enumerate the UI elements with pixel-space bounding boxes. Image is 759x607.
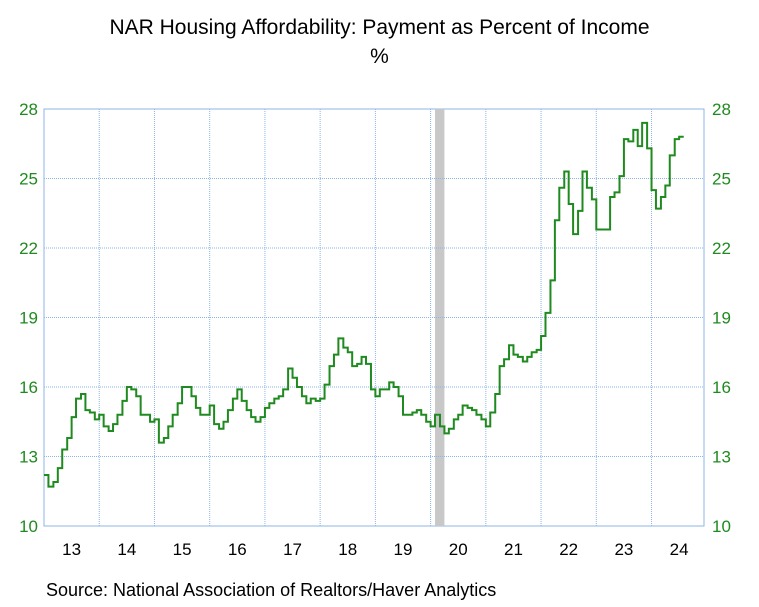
x-tick-label: 15 bbox=[173, 540, 192, 559]
chart-subtitle: % bbox=[370, 45, 389, 68]
x-tick-label: 20 bbox=[449, 540, 468, 559]
y-tick-label-left: 28 bbox=[19, 100, 38, 119]
chart-title: NAR Housing Affordability: Payment as Pe… bbox=[109, 16, 650, 39]
x-tick-label: 18 bbox=[338, 540, 357, 559]
x-tick-label: 21 bbox=[504, 540, 523, 559]
x-tick-label: 16 bbox=[228, 540, 247, 559]
y-tick-label-right: 16 bbox=[712, 378, 731, 397]
x-tick-label: 22 bbox=[559, 540, 578, 559]
x-tick-label: 13 bbox=[62, 540, 81, 559]
series-line bbox=[44, 121, 684, 488]
recession-band bbox=[435, 109, 445, 526]
y-tick-label-right: 13 bbox=[712, 448, 731, 467]
y-tick-label-left: 25 bbox=[19, 170, 38, 189]
x-tick-label: 14 bbox=[117, 540, 136, 559]
y-tick-label-left: 22 bbox=[19, 239, 38, 258]
x-tick-label: 23 bbox=[614, 540, 633, 559]
x-tick-label: 19 bbox=[394, 540, 413, 559]
y-tick-label-right: 10 bbox=[712, 517, 731, 536]
y-tick-label-right: 19 bbox=[712, 309, 731, 328]
y-tick-label-right: 22 bbox=[712, 239, 731, 258]
y-tick-label-left: 19 bbox=[19, 309, 38, 328]
x-tick-label: 24 bbox=[670, 540, 689, 559]
y-tick-label-left: 13 bbox=[19, 448, 38, 467]
y-tick-label-right: 25 bbox=[712, 170, 731, 189]
source-note: Source: National Association of Realtors… bbox=[46, 580, 497, 600]
y-tick-label-right: 28 bbox=[712, 100, 731, 119]
x-tick-label: 17 bbox=[283, 540, 302, 559]
y-tick-label-left: 10 bbox=[19, 517, 38, 536]
y-tick-label-left: 16 bbox=[19, 378, 38, 397]
